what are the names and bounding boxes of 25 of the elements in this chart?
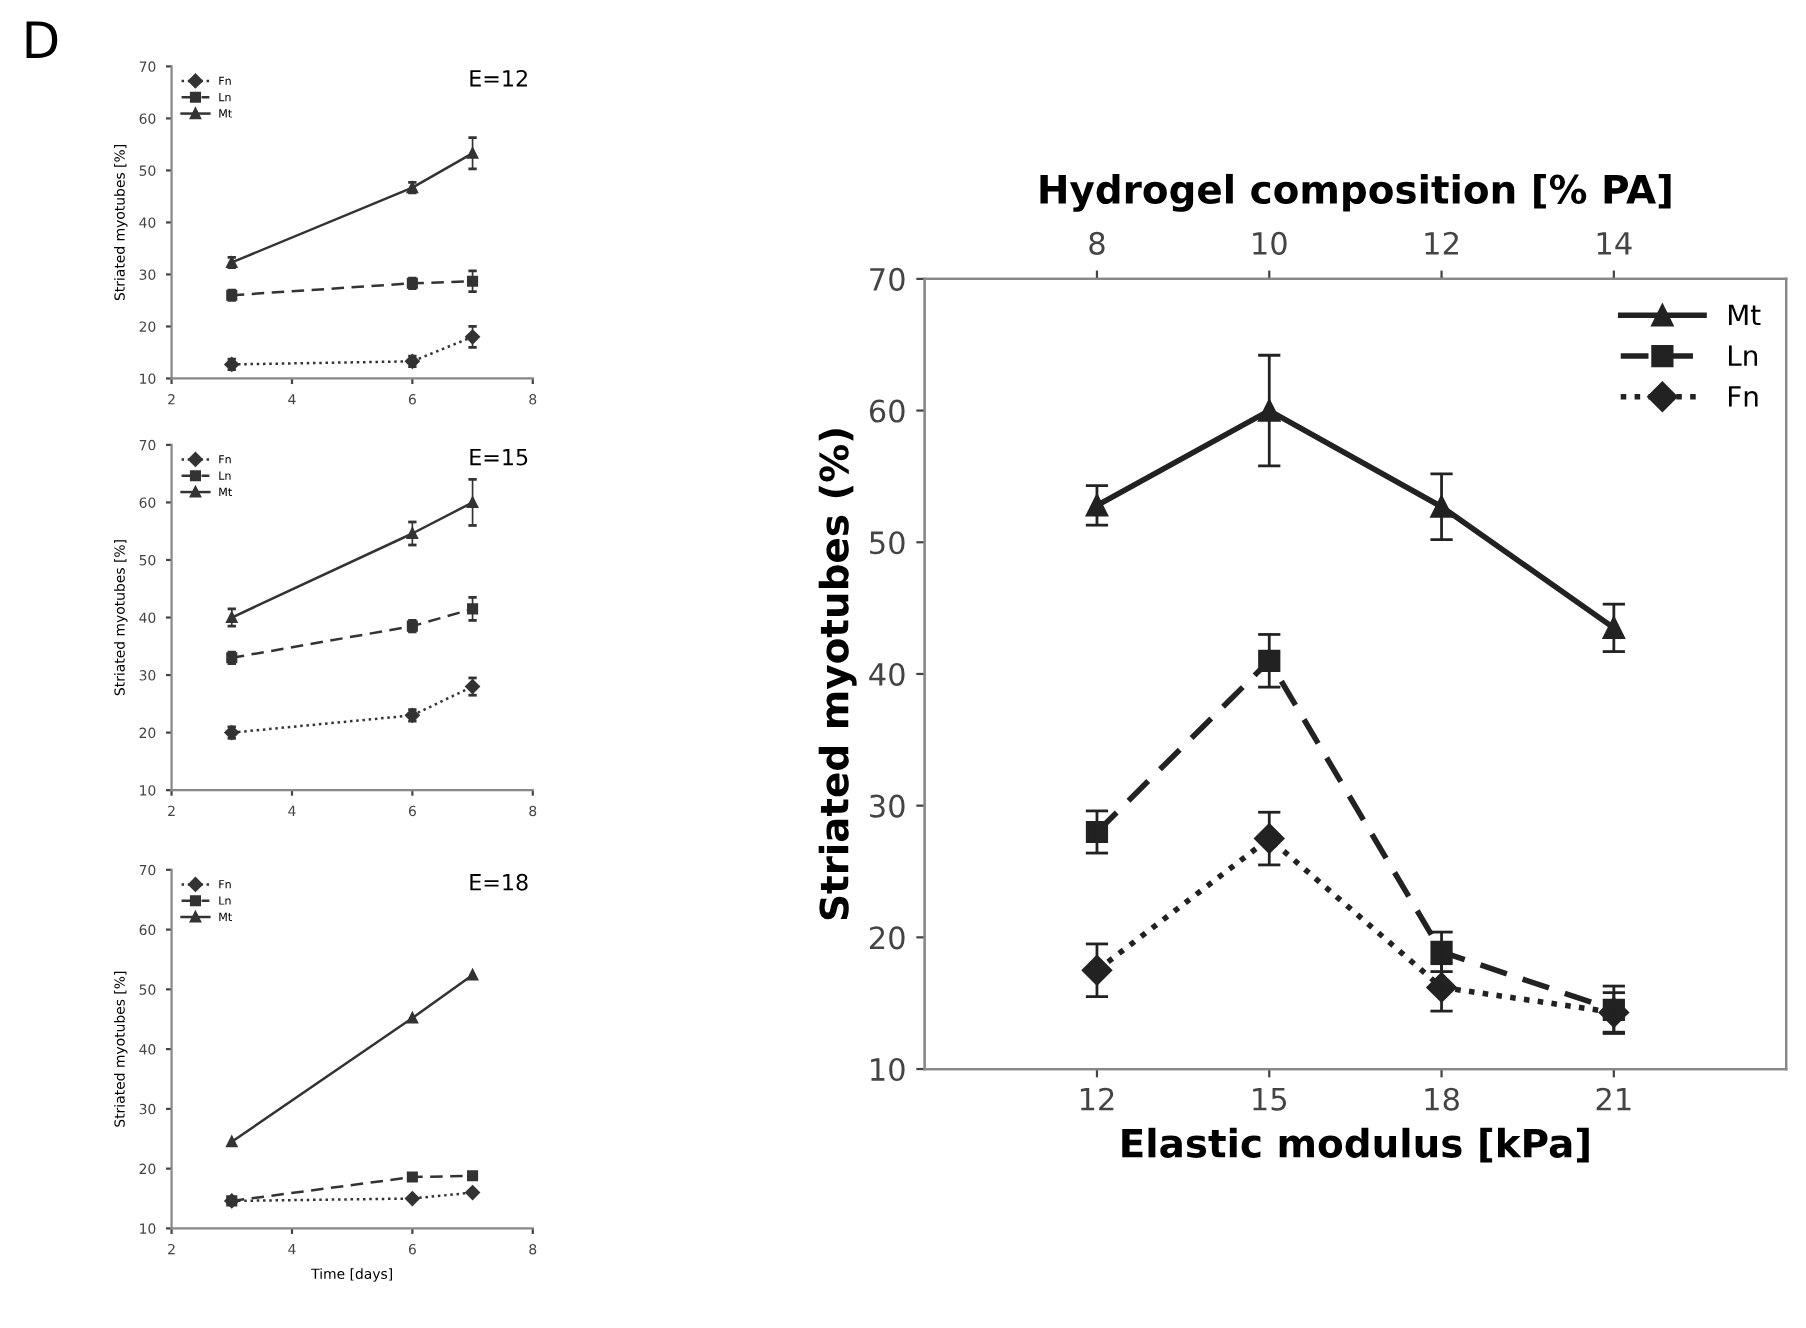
chart-title: E=12 bbox=[470, 69, 527, 87]
y-tick-label: 60 bbox=[869, 399, 905, 423]
y-tick-label: 50 bbox=[870, 531, 905, 555]
legend-label: Ln bbox=[1729, 345, 1757, 366]
x2-axis-title: Hydrogel composition [% PA] bbox=[1040, 173, 1671, 212]
y-tick-label: 70 bbox=[870, 267, 905, 291]
chart-title: E=18 bbox=[470, 873, 528, 891]
y-tick-label: 10 bbox=[871, 1057, 905, 1082]
x2-tick-label: 14 bbox=[1597, 232, 1632, 255]
chart-title: E=15 bbox=[470, 449, 528, 466]
y-axis-title: Striated myotubes (%) bbox=[818, 429, 857, 920]
y-tick-label: 40 bbox=[869, 662, 905, 686]
legend-label: Mt bbox=[1729, 304, 1761, 325]
y-tick-label: 20 bbox=[869, 926, 905, 950]
x-axis-title: Elastic modulus [kPa] bbox=[1122, 1127, 1589, 1163]
x-tick-label: 15 bbox=[1253, 1088, 1287, 1111]
x2-tick-label: 10 bbox=[1253, 231, 1287, 255]
y-tick-label: 30 bbox=[870, 794, 905, 818]
x-tick-label: 21 bbox=[1596, 1087, 1631, 1111]
x-tick-label: 18 bbox=[1425, 1087, 1459, 1111]
x-tick-label: 12 bbox=[1080, 1087, 1114, 1111]
x2-tick-label: 8 bbox=[1089, 231, 1105, 255]
text: D bbox=[26, 21, 58, 58]
legend-label: Fn bbox=[1729, 386, 1758, 407]
x2-tick-label: 12 bbox=[1425, 231, 1458, 255]
